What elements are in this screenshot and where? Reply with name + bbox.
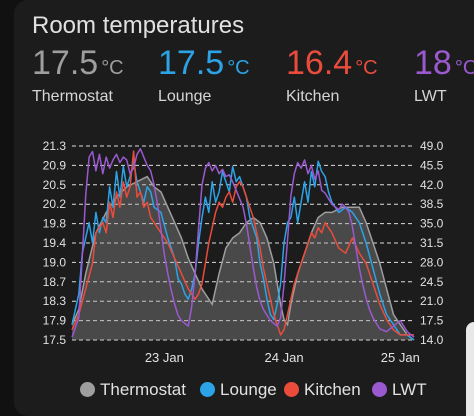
readout-label: Kitchen — [286, 88, 340, 105]
legend-item-thermostat[interactable]: Thermostat — [80, 380, 186, 400]
legend-label: Lounge — [220, 380, 277, 399]
y-left-tick-label: 19.8 — [43, 217, 67, 231]
y-right-tick-label: 24.5 — [420, 275, 444, 289]
y-right-tick-label: 45.5 — [420, 158, 444, 172]
y-left-tick-label: 21.3 — [43, 139, 67, 153]
readout-value: 16.4 — [286, 44, 353, 82]
series-area-thermostat — [72, 176, 414, 340]
y-right-tick-label: 14.0 — [420, 333, 444, 347]
y-left-tick-label: 20.5 — [43, 178, 67, 192]
readout-unit: °C — [227, 57, 250, 79]
adjacent-card-edge — [466, 322, 474, 416]
y-right-tick-label: 42.0 — [420, 178, 444, 192]
y-left-tick-label: 17.5 — [43, 333, 67, 347]
readout-value: 17.5 — [158, 44, 225, 82]
y-left-tick-label: 20.9 — [43, 158, 67, 172]
y-right-tick-label: 21.0 — [420, 294, 444, 308]
legend-label: LWT — [392, 380, 427, 399]
y-right-tick-label: 38.5 — [420, 197, 444, 211]
series-line-kitchen — [71, 150, 414, 336]
chart-legend: Thermostat Lounge Kitchen LWT — [0, 380, 474, 406]
temperature-card — [14, 0, 474, 416]
legend-label: Kitchen — [304, 380, 361, 399]
y-left-tick-label: 18.7 — [43, 275, 67, 289]
readout-kitchen[interactable]: 16.4 °C Kitchen — [286, 44, 378, 105]
y-right-tick-label: 35.0 — [420, 217, 444, 231]
series-line-thermostat — [71, 175, 415, 341]
y-left-tick-label: 20.2 — [43, 197, 67, 211]
y-right-tick-label: 28.0 — [420, 255, 444, 269]
legend-swatch — [284, 382, 299, 397]
y-right-tick-label: 49.0 — [420, 139, 444, 153]
readout-label: Thermostat — [32, 88, 113, 105]
series-line-lwt — [71, 148, 415, 338]
legend-swatch — [80, 382, 95, 397]
y-left-tick-label: 19.0 — [43, 255, 67, 269]
readout-lounge[interactable]: 17.5 °C Lounge — [158, 44, 250, 105]
readout-label: LWT — [414, 88, 447, 105]
legend-item-lounge[interactable]: Lounge — [200, 380, 277, 400]
x-tick-label: 25 Jan — [381, 350, 420, 365]
card-title: Room temperatures — [32, 12, 245, 39]
y-right-tick-label: 17.5 — [420, 314, 444, 328]
y-right-tick-label: 31.5 — [420, 236, 444, 250]
legend-swatch — [372, 382, 387, 397]
legend-item-kitchen[interactable]: Kitchen — [284, 380, 361, 400]
x-tick-label: 24 Jan — [265, 350, 304, 365]
temperature-chart[interactable]: 21.3 49.0 20.9 45.5 20.5 42.0 20.2 38.5 19.8 35.0… — [0, 130, 474, 370]
readouts: 17.5 °C Thermostat 17.5 °C Lounge 16.4 °C K… — [0, 44, 474, 114]
legend-label: Thermostat — [100, 380, 186, 399]
readout-unit: °C — [355, 57, 378, 79]
legend-swatch — [200, 382, 215, 397]
readout-value: 18 — [414, 44, 452, 82]
readout-label: Lounge — [158, 88, 212, 105]
readout-unit: °C — [101, 57, 124, 79]
readout-thermostat[interactable]: 17.5 °C Thermostat — [32, 44, 124, 105]
readout-value: 17.5 — [32, 44, 99, 82]
y-left-tick-label: 18.3 — [43, 294, 67, 308]
x-tick-label: 23 Jan — [145, 350, 184, 365]
readout-lwt[interactable]: 18 °C LWT — [414, 44, 474, 105]
legend-item-lwt[interactable]: LWT — [372, 380, 427, 400]
readout-unit: °C — [454, 57, 474, 79]
y-left-tick-label: 19.4 — [43, 236, 67, 250]
y-left-tick-label: 17.9 — [43, 314, 67, 328]
